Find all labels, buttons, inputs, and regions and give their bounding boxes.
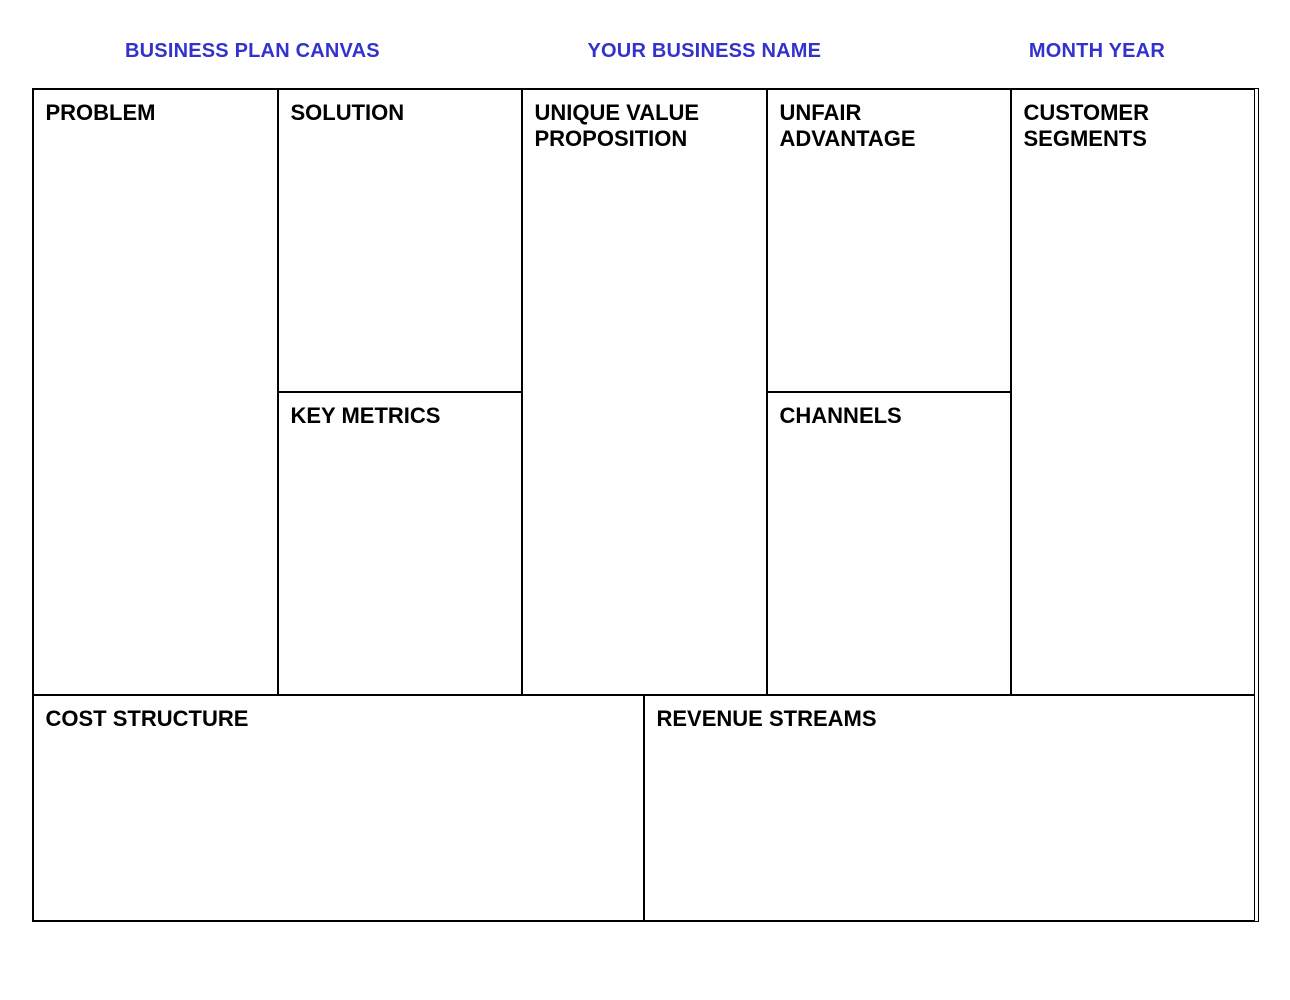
cell-key-metrics-title: KEY METRICS [291, 403, 509, 429]
cell-customer-segments-title: CUSTOMER SEGMENTS [1024, 100, 1242, 153]
cell-channels-title: CHANNELS [780, 403, 998, 429]
cell-solution-title: SOLUTION [291, 100, 509, 126]
cell-unfair-advantage-title: UNFAIR ADVANTAGE [780, 100, 998, 153]
canvas-grid: PROBLEM SOLUTION KEY METRICS UNIQUE VALU… [32, 88, 1259, 922]
cell-revenue-streams: REVENUE STREAMS [644, 695, 1255, 921]
cell-unfair-advantage: UNFAIR ADVANTAGE [767, 89, 1011, 392]
cell-solution: SOLUTION [278, 89, 522, 392]
cell-problem: PROBLEM [33, 89, 278, 695]
cell-cost-structure-title: COST STRUCTURE [46, 706, 631, 732]
cell-uvp: UNIQUE VALUE PROPOSITION [522, 89, 767, 695]
header-row: BUSINESS PLAN CANVAS YOUR BUSINESS NAME … [30, 40, 1260, 63]
cell-key-metrics: KEY METRICS [278, 392, 522, 695]
canvas-bottom-row: COST STRUCTURE REVENUE STREAMS [33, 695, 1255, 921]
header-right: MONTH YEAR [1029, 40, 1165, 63]
cell-uvp-title: UNIQUE VALUE PROPOSITION [535, 100, 754, 153]
cell-cost-structure: COST STRUCTURE [33, 695, 644, 921]
business-plan-canvas-page: BUSINESS PLAN CANVAS YOUR BUSINESS NAME … [0, 0, 1290, 1000]
cell-problem-title: PROBLEM [46, 100, 265, 126]
header-left: BUSINESS PLAN CANVAS [125, 40, 380, 63]
header-center: YOUR BUSINESS NAME [588, 40, 822, 63]
cell-customer-segments: CUSTOMER SEGMENTS [1011, 89, 1255, 695]
cell-revenue-streams-title: REVENUE STREAMS [657, 706, 1242, 732]
cell-channels: CHANNELS [767, 392, 1011, 695]
